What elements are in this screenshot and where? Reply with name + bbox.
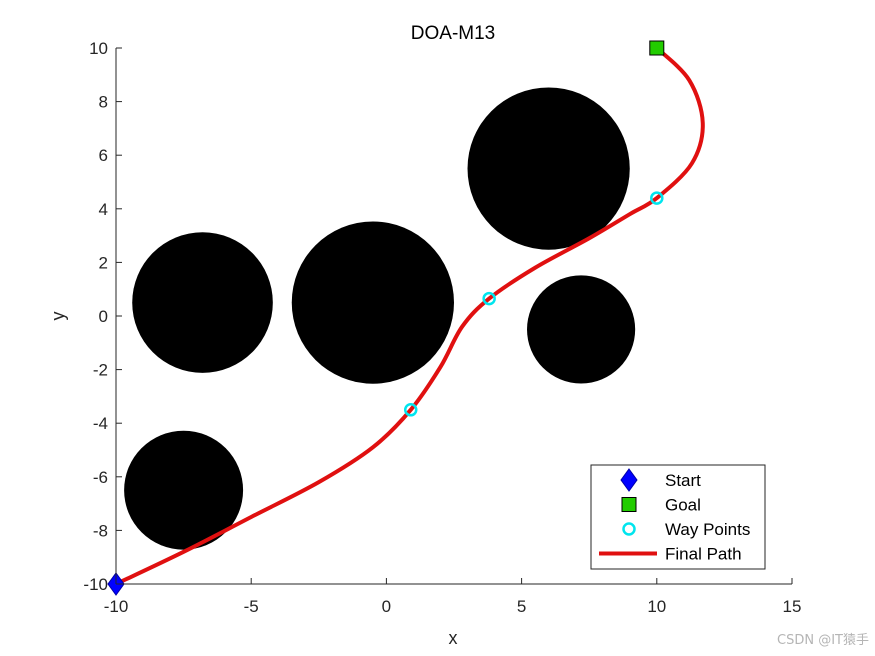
y-tick-label: 2 xyxy=(99,253,108,272)
obstacle-1 xyxy=(132,232,273,373)
y-axis-label: y xyxy=(48,312,68,321)
x-tick-label: -5 xyxy=(244,597,259,616)
y-tick-label: -8 xyxy=(93,521,108,540)
obstacle-5 xyxy=(124,430,244,550)
legend-label-way-points: Way Points xyxy=(665,520,750,539)
legend-symbol-way-points xyxy=(622,522,636,536)
watermark-text: CSDN @IT猿手 xyxy=(777,633,869,648)
x-tick-label: 15 xyxy=(783,597,802,616)
legend-label-start: Start xyxy=(665,471,701,490)
legend: Start Goal Way Points Final Path xyxy=(590,464,766,570)
way-points-marker-1 xyxy=(403,403,418,417)
obstacle-2 xyxy=(291,221,454,384)
y-tick-label: -10 xyxy=(83,575,108,594)
y-tick-label: 6 xyxy=(99,146,108,165)
obstacle-3 xyxy=(467,87,630,250)
y-tick-label: 8 xyxy=(99,93,108,112)
x-tick-label: 5 xyxy=(517,597,526,616)
obstacles-layer xyxy=(124,87,636,550)
legend-label-final-path: Final Path xyxy=(665,545,742,564)
y-tick-label: -6 xyxy=(93,468,108,487)
ticks-layer: -10 -5 0 5 10 15 -10 -8 -6 -4 -2 0 2 4 6 8 10 xyxy=(83,39,801,616)
x-tick-label: 10 xyxy=(647,597,666,616)
chart-title: DOA-M13 xyxy=(411,23,495,44)
way-points-marker-3 xyxy=(650,191,664,205)
legend-symbol-start xyxy=(620,468,638,492)
x-axis-label: x xyxy=(449,628,458,648)
legend-label-goal: Goal xyxy=(665,496,701,515)
points-layer xyxy=(107,40,665,596)
y-tick-label: 0 xyxy=(99,307,108,326)
x-tick-label: 0 xyxy=(382,597,391,616)
way-points-marker-2 xyxy=(482,291,496,306)
y-tick-label: -2 xyxy=(93,361,108,380)
x-tick-label: -10 xyxy=(104,597,129,616)
y-tick-label: -4 xyxy=(93,414,108,433)
y-tick-label: 4 xyxy=(99,200,108,219)
y-tick-label: 10 xyxy=(89,39,108,58)
legend-symbol-goal xyxy=(621,497,637,512)
obstacle-4 xyxy=(527,275,636,384)
goal-marker-1 xyxy=(649,40,665,56)
